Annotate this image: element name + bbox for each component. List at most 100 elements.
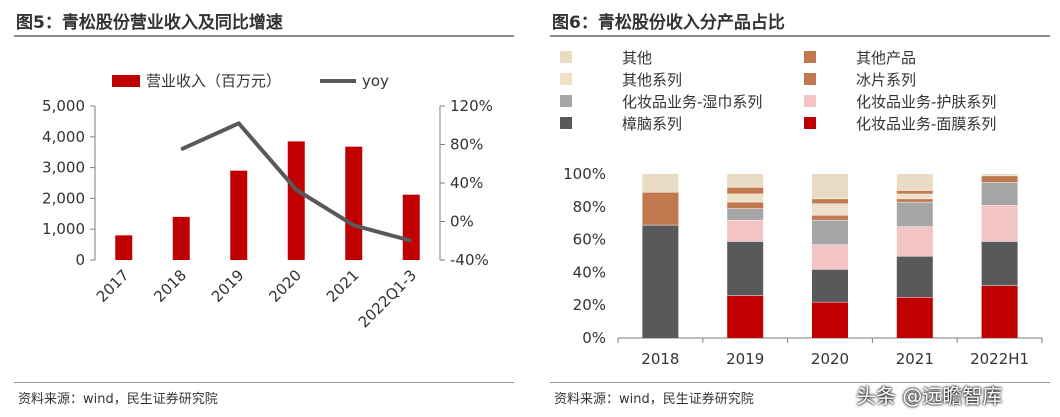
y-tick-label: 0%: [582, 329, 606, 347]
revenue-bar: [345, 146, 363, 260]
stack-segment: [812, 174, 848, 199]
legend-swatch: [804, 51, 816, 63]
yoy-point: [180, 148, 182, 150]
stack-segment: [812, 244, 848, 270]
y-tick-label-left: 0: [75, 251, 85, 269]
stack-segment: [812, 269, 848, 302]
source-note: 资料来源：wind，民生证券研究院: [18, 392, 218, 407]
legend-label: 樟脑系列: [622, 115, 682, 133]
revenue-panel: 图5：青松股份营业收入及同比增速 营业收入（百万元） yoy 0 1,000 2,000…: [14, 13, 514, 407]
revenue-chart: 营业收入（百万元） yoy 0 1,000 2,000 3,000 4,000 5,000 -4…: [42, 72, 493, 331]
stack-segment: [812, 301, 848, 338]
y-tick-label: 40%: [573, 263, 606, 281]
stack-segment: [896, 226, 933, 256]
stack-segment: [981, 285, 1018, 338]
revenue-bar: [115, 235, 133, 260]
stack-segment: [642, 192, 679, 225]
legend-swatch: [560, 51, 572, 63]
legend-swatch: [804, 95, 816, 107]
y-tick-label: 20%: [573, 296, 606, 314]
x-tick-label: 2021: [896, 350, 934, 368]
legend-swatch: [560, 73, 572, 85]
y-tick-label: 60%: [573, 231, 606, 249]
stack-segment: [896, 198, 933, 202]
legend-swatch: [560, 117, 572, 129]
stack-segment: [812, 198, 848, 204]
source-note: 资料来源：wind，民生证券研究院: [554, 392, 754, 407]
stack-segment: [727, 219, 764, 242]
y-tick-label: 100%: [563, 165, 606, 183]
stack-segment: [812, 219, 848, 245]
legend-label-yoy: yoy: [362, 72, 389, 90]
y-tick-label: 80%: [573, 198, 606, 216]
watermark: 头条 @远瞻智库: [856, 384, 1003, 408]
yoy-point: [238, 122, 240, 124]
y-tick-label-right: 80%: [450, 136, 483, 154]
stack-segment: [896, 297, 933, 338]
y-tick-label-right: 40%: [450, 174, 483, 192]
legend-label: 化妆品业务-湿巾系列: [622, 93, 762, 111]
title-rule: [550, 35, 1050, 37]
stack-segment: [981, 205, 1018, 242]
stack-segment: [642, 174, 679, 193]
product-mix-panel: 图6：青松股份收入分产品占比 其他 其他产品 其他系列 冰片系列 化妆品业务-湿巾系列化…: [530, 0, 1060, 417]
revenue-bar: [287, 141, 305, 260]
stack-segment: [896, 201, 933, 227]
y-tick-label-right: 120%: [450, 97, 493, 115]
stack-segment: [727, 193, 764, 202]
stack-segment: [727, 187, 764, 194]
stack-segment: [727, 295, 764, 338]
yoy-point: [410, 240, 412, 242]
stack-segment: [642, 224, 679, 338]
y-tick-label-right: -40%: [450, 251, 489, 269]
stack-segment: [896, 256, 933, 297]
y-tick-label-right: 0%: [450, 213, 474, 231]
legend-label: 化妆品业务-面膜系列: [856, 115, 996, 133]
stack-segment: [727, 208, 764, 220]
mix-chart-title: 图6：青松股份收入分产品占比: [552, 13, 785, 33]
footer-rule: [550, 382, 1050, 383]
legend-label: 其他产品: [856, 49, 916, 67]
footer-rule: [14, 382, 514, 383]
legend-swatch-revenue: [112, 75, 140, 87]
x-tick-label: 2018: [641, 350, 679, 368]
stack-segment: [981, 175, 1018, 183]
stack-segment: [981, 174, 1018, 176]
title-rule: [14, 35, 514, 37]
stack-segment: [727, 174, 764, 188]
legend-swatch: [804, 117, 816, 129]
x-tick-label: 2018: [150, 266, 190, 306]
legend-swatch: [560, 95, 572, 107]
stack-segment: [896, 193, 933, 199]
stack-segment: [981, 241, 1018, 286]
x-tick-label: 2022H1: [970, 350, 1029, 368]
y-tick-label-left: 1,000: [42, 220, 85, 238]
stack-segment: [896, 190, 933, 194]
stack-segment: [896, 174, 933, 191]
x-tick-label: 2021: [323, 266, 363, 306]
revenue-bar: [402, 194, 420, 260]
yoy-point: [353, 224, 355, 226]
revenue-chart-title: 图5：青松股份营业收入及同比增速: [16, 13, 283, 33]
yoy-point: [295, 189, 297, 191]
legend-label: 化妆品业务-护肤系列: [856, 93, 996, 111]
stack-segment: [727, 241, 764, 296]
stack-segment: [727, 201, 764, 209]
revenue-bar: [230, 170, 248, 260]
legend-label-revenue: 营业收入（百万元）: [146, 72, 281, 90]
x-tick-label: 2019: [726, 350, 764, 368]
legend-label: 其他系列: [622, 71, 682, 89]
x-tick-label: 2020: [265, 266, 305, 306]
y-tick-label-left: 3,000: [42, 159, 85, 177]
legend-swatch: [804, 73, 816, 85]
y-tick-label-left: 5,000: [42, 97, 85, 115]
y-tick-label-left: 2,000: [42, 189, 85, 207]
stack-segment: [981, 182, 1018, 206]
x-tick-label: 2022Q1-3: [355, 266, 420, 331]
x-tick-label: 2020: [811, 350, 849, 368]
stack-segment: [812, 203, 848, 215]
x-tick-label: 2019: [208, 266, 248, 306]
legend-label: 其他: [622, 49, 652, 67]
stack-segment: [812, 215, 848, 220]
